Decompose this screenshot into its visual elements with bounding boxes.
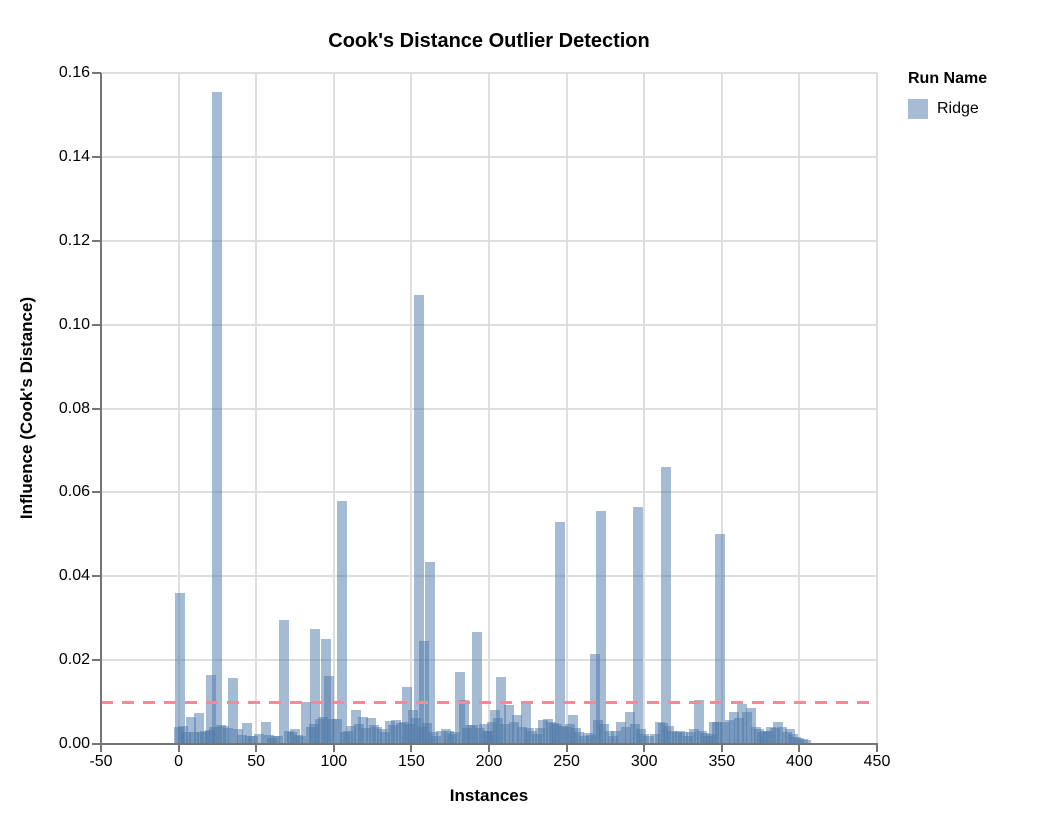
y-tick-label: 0.10 — [58, 315, 90, 333]
y-tick — [92, 407, 101, 410]
legend-title: Run Name — [908, 70, 988, 87]
x-tick-label: 450 — [863, 753, 891, 770]
x-tick — [255, 745, 258, 752]
x-tick-label: 250 — [553, 753, 580, 770]
bar — [632, 507, 643, 744]
bar — [227, 677, 238, 744]
x-gridline — [876, 73, 878, 744]
x-gridline — [720, 73, 723, 744]
bar — [521, 700, 532, 744]
bar — [643, 735, 654, 744]
x-tick — [100, 745, 102, 752]
x-tick — [643, 745, 646, 752]
bar — [212, 91, 223, 744]
bar — [248, 735, 259, 744]
x-tick-label: -50 — [89, 753, 113, 770]
y-tick-label: 0.06 — [58, 483, 90, 501]
x-tick-label: 150 — [398, 753, 425, 770]
x-tick-label: 100 — [320, 753, 348, 770]
bar — [589, 653, 600, 744]
y-tick — [92, 575, 101, 578]
bar — [254, 733, 265, 744]
bar — [260, 721, 271, 744]
x-gridline — [565, 73, 568, 744]
x-tick — [720, 745, 723, 752]
y-axis-title: Influence (Cook's Distance) — [17, 296, 36, 520]
bar — [471, 631, 482, 744]
y-tick — [92, 72, 101, 74]
bar — [336, 500, 347, 744]
y-tick-label: 0.04 — [58, 567, 90, 585]
x-tick — [488, 745, 490, 752]
y-tick — [92, 491, 101, 494]
bar — [324, 676, 335, 744]
x-tick-label: 350 — [708, 753, 736, 770]
bar — [241, 723, 252, 744]
y-tick — [92, 239, 101, 242]
bar — [193, 713, 204, 744]
bar — [425, 561, 436, 744]
x-tick-label: 200 — [475, 753, 503, 770]
bar — [206, 674, 217, 744]
y-tick — [92, 659, 101, 662]
x-gridline — [798, 73, 801, 744]
bar — [414, 295, 425, 744]
bar — [300, 701, 311, 744]
bar — [272, 735, 283, 744]
bar — [660, 467, 671, 744]
bar — [746, 708, 757, 744]
y-tick-label: 0.14 — [58, 147, 90, 165]
y-tick — [92, 323, 101, 326]
bar — [800, 739, 811, 744]
x-tick — [565, 745, 568, 752]
y-tick — [92, 743, 101, 745]
x-tick — [332, 745, 335, 752]
y-axis-line — [100, 73, 102, 744]
y-tick-label: 0.00 — [58, 735, 90, 752]
bar — [418, 641, 429, 744]
bar — [279, 619, 290, 744]
y-tick-label: 0.16 — [58, 64, 90, 81]
bar — [310, 628, 321, 744]
x-tick — [410, 745, 413, 752]
y-tick — [92, 155, 101, 158]
legend-item: Ridge — [908, 99, 1038, 119]
bar — [459, 699, 470, 744]
x-gridline — [332, 73, 335, 744]
x-gridline — [177, 73, 180, 744]
bar — [496, 676, 507, 744]
x-tick-label: 300 — [630, 753, 658, 770]
bar — [595, 511, 606, 744]
bar — [175, 593, 186, 744]
x-tick-label: 400 — [786, 753, 813, 770]
x-gridline — [643, 73, 646, 744]
bar — [555, 521, 566, 744]
y-tick-label: 0.12 — [58, 231, 90, 249]
bar — [186, 717, 197, 744]
threshold-line — [101, 701, 877, 705]
plot-area — [101, 72, 878, 744]
x-tick — [876, 745, 878, 752]
bar — [715, 534, 726, 744]
y-tick-label: 0.08 — [58, 399, 90, 417]
bar — [693, 699, 704, 744]
x-tick — [177, 745, 180, 752]
x-axis-title: Instances — [449, 786, 529, 805]
legend: Run Name Ridge — [908, 70, 1038, 119]
x-tick-label: 0 — [174, 753, 184, 770]
x-gridline — [488, 73, 490, 744]
x-gridline — [410, 73, 413, 744]
x-gridline — [255, 73, 258, 744]
x-tick — [798, 745, 801, 752]
y-tick-label: 0.02 — [58, 651, 90, 669]
x-axis-line — [100, 743, 878, 745]
chart-title: Cook's Distance Outlier Detection — [328, 30, 650, 52]
legend-item-label: Ridge — [937, 100, 979, 117]
bar — [401, 687, 412, 744]
x-tick-label: 50 — [247, 753, 266, 770]
legend-swatch-icon — [908, 99, 928, 119]
